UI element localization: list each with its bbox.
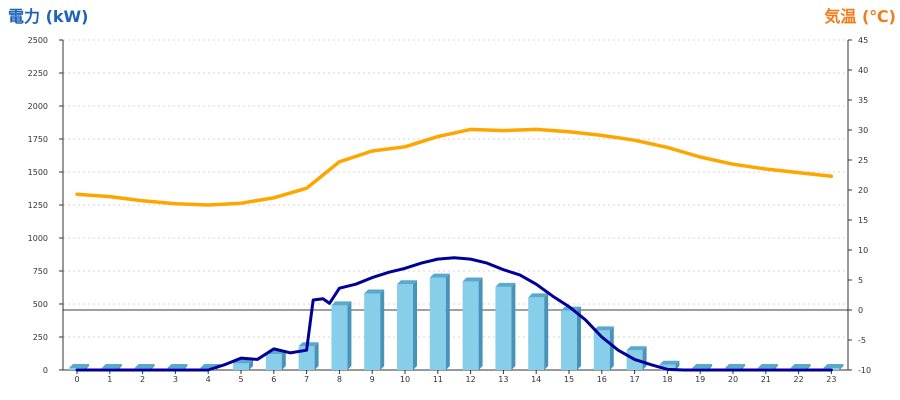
right-axis-title: 気温 (℃) [824, 7, 896, 26]
bar [397, 284, 413, 370]
x-tick-label: 10 [400, 375, 410, 384]
bar [659, 364, 676, 370]
x-tick-label: 1 [107, 375, 112, 384]
x-tick-label: 5 [238, 375, 243, 384]
bar [429, 277, 446, 370]
bar-side [314, 342, 319, 370]
bar [265, 354, 282, 370]
right-tick-label: 30 [858, 126, 868, 135]
bar-top [167, 364, 188, 368]
left-tick-label: 1000 [28, 234, 48, 243]
x-tick-label: 7 [304, 375, 309, 384]
left-tick-label: 0 [43, 366, 48, 375]
x-tick-label: 8 [337, 375, 342, 384]
bar [364, 293, 381, 370]
bar-side [413, 280, 417, 370]
bar-side [577, 306, 581, 370]
bar-top [429, 273, 450, 278]
bar-side [544, 293, 549, 370]
x-tick-label: 20 [728, 375, 738, 384]
bar-side [511, 282, 516, 370]
x-tick-label: 13 [498, 375, 508, 384]
bar-side [347, 301, 352, 370]
power-line [75, 256, 833, 372]
x-tick-label: 3 [173, 375, 178, 384]
right-tick-label: 20 [858, 186, 868, 195]
bar-top [757, 364, 778, 368]
right-tick-label: 0 [858, 306, 863, 315]
bar-top [725, 364, 745, 368]
bar [561, 310, 577, 370]
right-tick-label: 45 [858, 36, 868, 45]
left-tick-label: 1500 [28, 168, 48, 177]
left-tick-label: 500 [33, 300, 48, 309]
x-tick-label: 21 [761, 375, 771, 384]
bar-side [609, 326, 614, 370]
bar-side [249, 359, 253, 370]
x-tick-label: 15 [564, 375, 574, 384]
right-tick-label: -10 [858, 366, 871, 375]
bar-top [495, 282, 516, 287]
x-tick-label: 12 [466, 375, 476, 384]
bar-top [364, 289, 385, 294]
right-tick-label: 15 [858, 216, 868, 225]
x-tick-label: 14 [531, 375, 541, 384]
right-tick-label: 40 [858, 66, 868, 75]
x-tick-label: 19 [695, 375, 705, 384]
left-tick-label: 2500 [28, 36, 48, 45]
x-tick-label: 11 [433, 375, 443, 384]
bar [528, 297, 545, 370]
left-tick-label: 1750 [28, 135, 48, 144]
x-tick-label: 16 [597, 375, 607, 384]
right-tick-label: 25 [858, 156, 868, 165]
x-tick-label: 18 [662, 375, 672, 384]
bar-top [331, 301, 352, 306]
left-tick-label: 250 [33, 333, 48, 342]
right-tick-label: 10 [858, 246, 868, 255]
bar-side [445, 273, 450, 370]
x-tick-label: 0 [74, 375, 79, 384]
left-tick-label: 750 [33, 267, 48, 276]
bar-top [397, 280, 417, 285]
bar-top [69, 364, 89, 368]
bar-top [528, 293, 549, 298]
right-tick-label: 5 [858, 276, 863, 285]
bar-top [823, 364, 844, 368]
left-tick-label: 2250 [28, 69, 48, 78]
x-tick-label: 17 [630, 375, 640, 384]
bar-side [839, 364, 844, 370]
bar [233, 363, 249, 370]
x-tick-label: 9 [370, 375, 375, 384]
bar-top [101, 364, 122, 368]
left-tick-label: 2000 [28, 102, 48, 111]
bar-side [642, 346, 647, 370]
right-tick-label: 35 [858, 96, 868, 105]
bar-top [692, 364, 713, 368]
bar-side [478, 277, 483, 370]
left-tick-label: 1250 [28, 201, 48, 210]
left-axis-title: 電力 (kW) [8, 7, 89, 26]
bar-top [659, 360, 680, 365]
x-tick-label: 2 [140, 375, 145, 384]
bar-top [593, 326, 614, 331]
bar [495, 286, 512, 370]
bar-top [790, 364, 811, 368]
bar-side [380, 289, 385, 370]
temperature-line [75, 127, 834, 207]
x-tick-label: 6 [271, 375, 276, 384]
bar-top [626, 346, 647, 351]
bar [462, 281, 479, 370]
right-tick-label: -5 [858, 336, 866, 345]
x-tick-label: 4 [206, 375, 211, 384]
bar [331, 305, 348, 370]
bar-side [675, 360, 680, 370]
x-tick-label: 22 [794, 375, 804, 384]
bar-top [134, 364, 155, 368]
bar-side [281, 350, 286, 370]
bar-top [462, 277, 483, 282]
x-tick-label: 23 [826, 375, 836, 384]
